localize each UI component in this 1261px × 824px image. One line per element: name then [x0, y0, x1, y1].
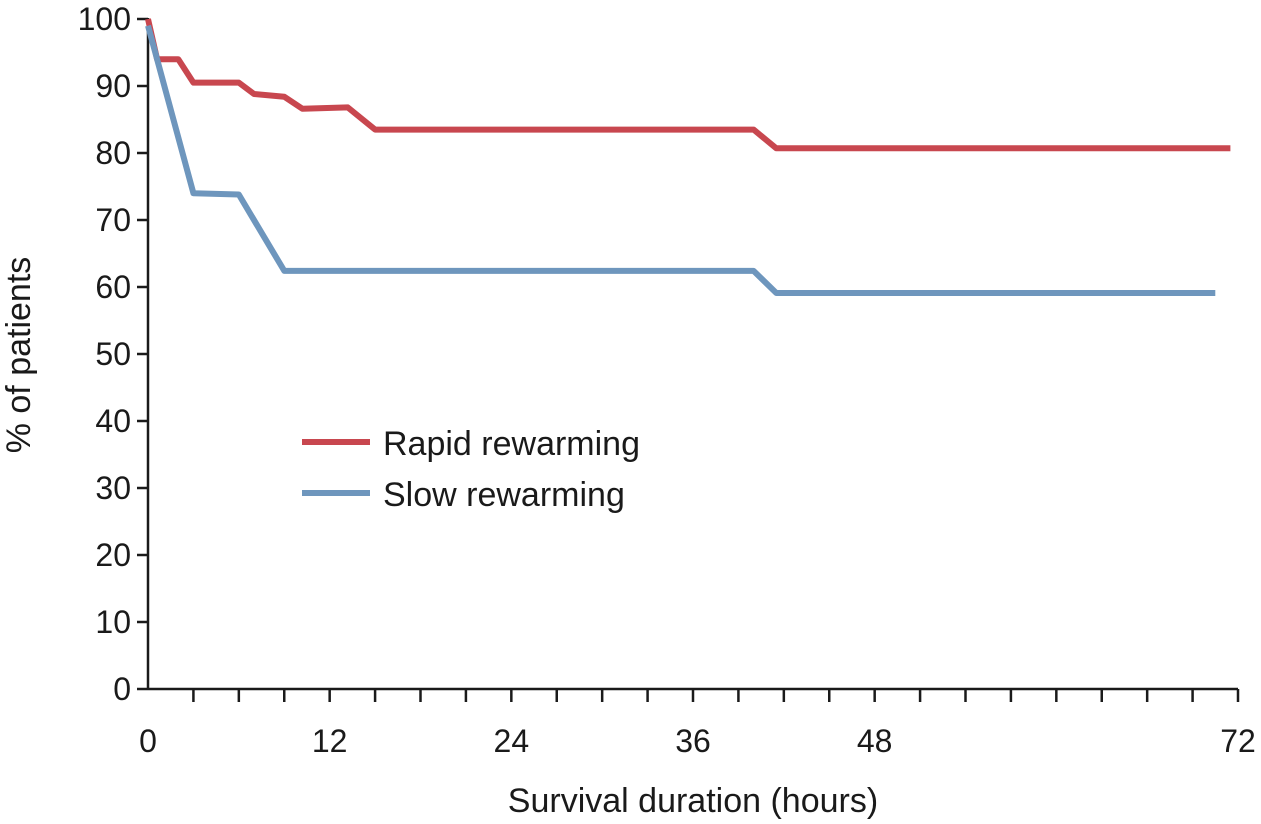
- x-tick-label: 0: [139, 723, 157, 759]
- y-tick-label: 10: [95, 604, 131, 640]
- x-tick-label: 36: [675, 723, 711, 759]
- y-tick-label: 100: [78, 1, 131, 37]
- series-line-rapid-rewarming: [145, 18, 1231, 152]
- legend-label-slow-rewarming: Slow rewarming: [383, 476, 625, 514]
- x-axis: 0 12 24 36 48 72 Survival duration (hours): [139, 687, 1256, 820]
- y-tick-label: 40: [95, 403, 131, 439]
- y-axis-title: % of patients: [0, 257, 38, 454]
- y-tick-label: 70: [95, 202, 131, 238]
- x-axis-title: Survival duration (hours): [508, 782, 878, 820]
- y-tick-label: 50: [95, 336, 131, 372]
- y-tick-label: 60: [95, 269, 131, 305]
- y-tick-label: 0: [113, 671, 131, 707]
- x-tick-label: 24: [494, 723, 530, 759]
- x-ticks: 0 12 24 36 48 72: [139, 689, 1256, 759]
- legend: Rapid rewarming Slow rewarming: [302, 425, 640, 514]
- y-tick-label: 20: [95, 537, 131, 573]
- legend-label-rapid-rewarming: Rapid rewarming: [383, 425, 640, 463]
- y-tick-label: 30: [95, 470, 131, 506]
- series-layer: [145, 18, 1231, 296]
- y-tick-label: 80: [95, 135, 131, 171]
- y-axis: 0 10 20 30 40 50 60 70 80 90 100 % of patients: [0, 1, 150, 707]
- y-tick-label: 90: [95, 68, 131, 104]
- x-tick-label: 72: [1220, 723, 1256, 759]
- x-tick-label: 12: [312, 723, 348, 759]
- y-ticks: 0 10 20 30 40 50 60 70 80 90 100: [78, 1, 148, 707]
- series-line-slow-rewarming: [145, 24, 1216, 296]
- x-tick-label: 48: [857, 723, 893, 759]
